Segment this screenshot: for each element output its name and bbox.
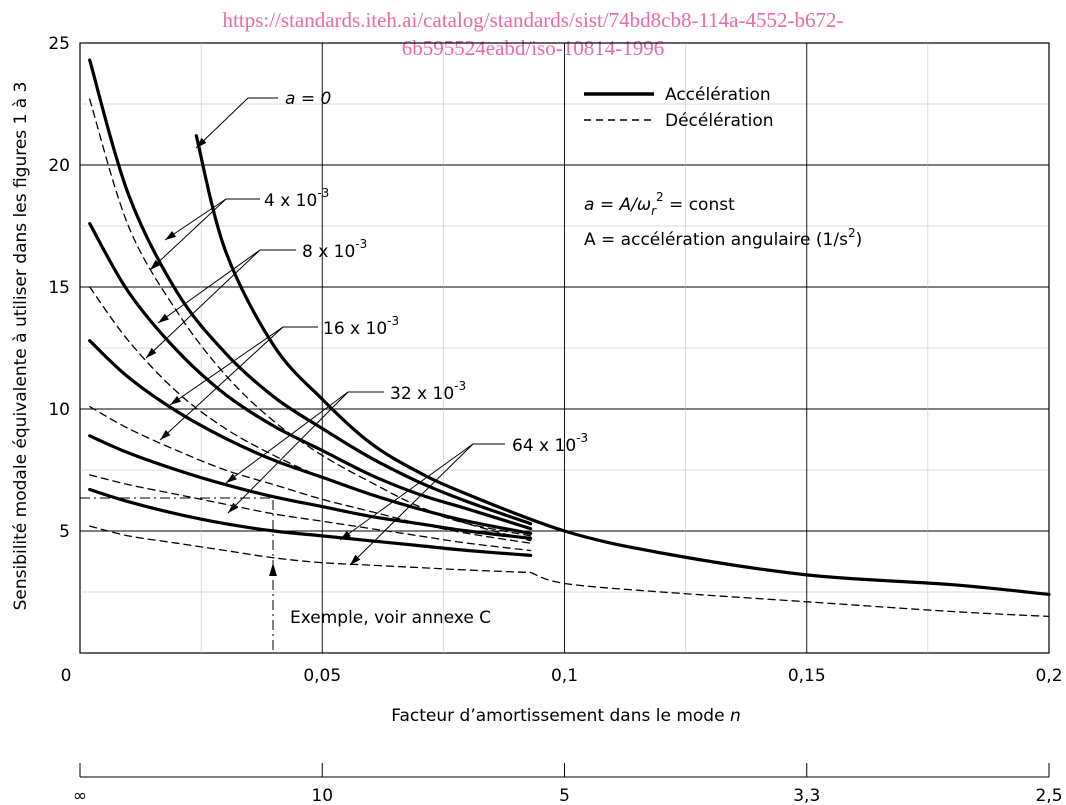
example-label: Exemple, voir annexe C xyxy=(290,608,491,628)
leader-line xyxy=(164,198,227,241)
leader-arrow-icon xyxy=(228,502,239,513)
formula-superscript: 2 xyxy=(656,190,664,204)
leader-line xyxy=(225,391,349,484)
definition-annotation: A = accélération angulaire (1/s2) xyxy=(584,226,862,250)
legend-label-acceleration: Accélération xyxy=(665,85,771,105)
definition-superscript: 2 xyxy=(848,226,856,240)
curve-label-16e-3-base: 16 x 10 xyxy=(323,319,387,339)
secondary-axis-label: 5 xyxy=(559,786,570,805)
formula-text: a = A/ω xyxy=(584,195,651,215)
series-line xyxy=(194,134,1051,596)
curve-label-a0: a = 0 xyxy=(285,89,331,109)
leader-arrow-icon xyxy=(350,554,361,565)
leader-line xyxy=(157,249,261,324)
curve-label-64e-3-base: 64 x 10 xyxy=(512,436,576,456)
curve-label-64e-3: 64 x 10-3 xyxy=(512,431,588,456)
curve-label-4e-3-exp: -3 xyxy=(317,186,329,200)
leader-line xyxy=(159,326,284,441)
x-tick-label: 0 xyxy=(61,666,72,686)
y-tick-label: 10 xyxy=(48,400,70,420)
leader-line xyxy=(149,198,227,271)
curve-label-8e-3-exp: -3 xyxy=(355,237,367,251)
x-tick-label: 0,15 xyxy=(788,666,826,686)
series-line xyxy=(89,474,532,552)
curve-labels: a = 0 4 x 10-3 8 x 10-3 16 x 10-3 32 x 1… xyxy=(145,89,588,566)
curve-label-16e-3: 16 x 10-3 xyxy=(323,314,399,339)
series-line xyxy=(529,571,1050,618)
leader-arrow-icon xyxy=(196,137,207,148)
grid xyxy=(79,42,1050,654)
leader-line xyxy=(195,97,249,149)
secondary-axis-label: ∞ xyxy=(73,786,87,805)
leader-arrow-icon xyxy=(165,230,177,240)
leader-line xyxy=(169,326,284,406)
y-tick-label: 20 xyxy=(48,156,70,176)
x-tick-label: 0,05 xyxy=(303,666,341,686)
curve-label-16e-3-exp: -3 xyxy=(387,314,399,328)
watermark-line-1[interactable]: https://standards.iteh.ai/catalog/standa… xyxy=(222,8,844,32)
secondary-axis: ∞ 10 5 3,3 2,5 xyxy=(73,763,1063,805)
curve-label-64e-3-exp: -3 xyxy=(576,431,588,445)
curve-label-8e-3: 8 x 10-3 xyxy=(302,237,367,262)
x-axis-title: Facteur d’amortissement dans le mode n xyxy=(391,706,741,726)
leader-line xyxy=(349,443,474,566)
formula-suffix: = const xyxy=(664,195,735,215)
curve-label-32e-3: 32 x 10-3 xyxy=(390,379,466,404)
secondary-axis-label: 2,5 xyxy=(1035,786,1062,805)
leader-arrow-icon xyxy=(226,473,237,483)
leader-arrow-icon xyxy=(158,313,169,323)
series-line xyxy=(88,58,533,526)
secondary-axis-label: 3,3 xyxy=(793,786,820,805)
curve-label-4e-3: 4 x 10-3 xyxy=(264,186,329,211)
series-line xyxy=(88,339,533,535)
leader-line xyxy=(227,391,349,514)
x-axis-title-var: n xyxy=(730,706,741,726)
y-tick-label: 5 xyxy=(59,522,70,542)
curve-label-4e-3-base: 4 x 10 xyxy=(264,191,317,211)
definition-suffix: ) xyxy=(856,230,863,250)
leader-line xyxy=(339,443,474,541)
x-tick-label: 0,1 xyxy=(551,666,578,686)
leader-arrow-icon xyxy=(150,259,161,270)
y-tick-label: 25 xyxy=(48,34,70,54)
y-axis-title: Sensibilité modale équivalente à utilise… xyxy=(11,82,31,611)
formula-annotation: a = A/ωr2 = const xyxy=(584,190,735,218)
leader-arrow-icon xyxy=(170,395,182,405)
curve-label-32e-3-exp: -3 xyxy=(454,379,466,393)
leader-line xyxy=(145,249,261,359)
curve-label-8e-3-base: 8 x 10 xyxy=(302,242,355,262)
legend: Accélération Décélération xyxy=(584,85,774,131)
series-line xyxy=(89,286,532,537)
x-axis-title-text: Facteur d’amortissement dans le mode xyxy=(391,706,730,726)
series-layer xyxy=(88,58,1051,618)
y-tick-label: 15 xyxy=(48,278,70,298)
legend-label-deceleration: Décélération xyxy=(665,111,774,131)
series-line xyxy=(88,222,533,531)
secondary-axis-label: 10 xyxy=(311,786,333,805)
example-arrow-icon xyxy=(269,563,277,576)
watermark-line-2[interactable]: 6b595524eabd/iso-10814-1996 xyxy=(401,36,665,60)
example-marker: Exemple, voir annexe C xyxy=(80,497,491,650)
series-line xyxy=(89,525,532,574)
leader-arrow-icon xyxy=(160,429,171,440)
leader-arrow-icon xyxy=(146,347,157,358)
curve-label-a0-text: a = 0 xyxy=(285,89,331,109)
series-line xyxy=(88,434,533,540)
formula-subscript: r xyxy=(651,204,657,218)
x-tick-label: 0,2 xyxy=(1035,666,1062,686)
leader-arrow-icon xyxy=(340,530,351,540)
curve-label-32e-3-base: 32 x 10 xyxy=(390,384,454,404)
tick-labels: 0 0,05 0,1 0,15 0,2 5 10 15 20 25 xyxy=(48,34,1062,686)
series-line xyxy=(88,487,533,557)
definition-text: A = accélération angulaire (1/s xyxy=(584,230,848,250)
